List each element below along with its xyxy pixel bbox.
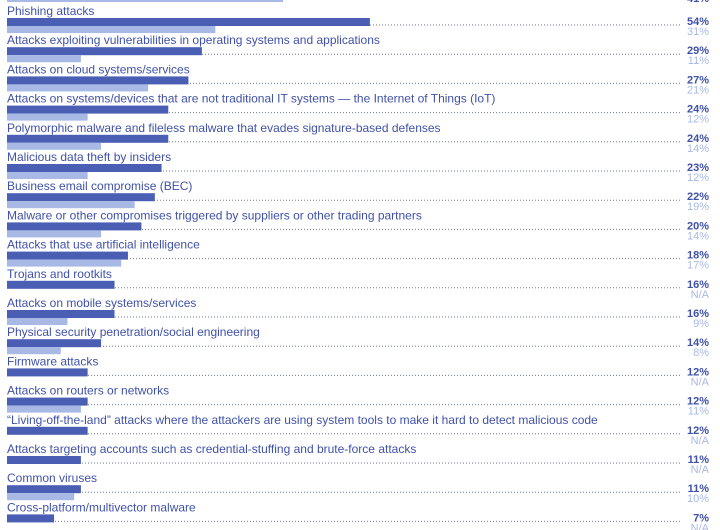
bar-secondary (7, 55, 81, 63)
category-label: “Living-off-the-land” attacks where the … (7, 413, 598, 427)
value-label-primary: 27% (687, 74, 709, 86)
bar-primary (7, 485, 81, 494)
value-label-secondary: 11% (688, 55, 709, 67)
value-label-secondary: 17% (687, 260, 709, 272)
value-label-secondary: 14% (687, 230, 709, 242)
value-label-primary: 24% (687, 133, 709, 145)
value-label-primary: 29% (687, 45, 709, 57)
bar-secondary (7, 259, 122, 267)
category-label: Attacks exploiting vulnerabilities in op… (7, 33, 380, 47)
category-label: Business email compromise (BEC) (7, 179, 192, 193)
value-label-primary: 54% (687, 16, 709, 28)
bar-primary (7, 456, 81, 464)
category-label: Physical security penetration/social eng… (7, 325, 260, 339)
value-label-primary: 24% (687, 104, 709, 116)
category-label: Attacks that use artificial intelligence (7, 238, 200, 252)
bar-secondary (7, 172, 88, 179)
bar-secondary (7, 318, 68, 325)
value-label-primary: 22% (687, 191, 709, 203)
value-label-secondary: 8% (693, 347, 709, 359)
value-label-primary: 11% (688, 454, 710, 466)
value-label-primary: 20% (687, 220, 709, 232)
bar-primary (7, 514, 55, 523)
value-label-secondary: 14% (687, 143, 709, 155)
value-label-primary: 18% (687, 250, 709, 262)
value-label-primary: 11% (688, 483, 710, 495)
category-label: Malware or other compromises triggered b… (7, 208, 422, 222)
value-label-primary: 12% (687, 366, 709, 378)
bar-primary (7, 18, 370, 26)
value-label-secondary: 10% (687, 493, 709, 505)
category-label: Attacks targeting accounts such as crede… (7, 442, 416, 456)
bar-primary (7, 105, 169, 114)
value-label-secondary: 12% (687, 114, 709, 126)
value-label-secondary: 31% (687, 26, 709, 38)
bar-secondary (7, 201, 135, 209)
value-label-secondary: 21% (687, 84, 709, 96)
value-label-secondary: N/A (691, 522, 710, 530)
value-label-secondary: N/A (691, 464, 710, 476)
value-label-primary: 14% (687, 337, 709, 349)
category-label: Phishing attacks (7, 4, 94, 18)
value-label-secondary: N/A (691, 435, 710, 447)
bar-primary (7, 164, 162, 172)
bar-primary (7, 193, 155, 202)
category-label: Malicious data theft by insiders (7, 150, 171, 164)
bar-primary (7, 339, 102, 348)
category-label: Polymorphic malware and fileless malware… (7, 121, 441, 135)
bar-secondary (7, 493, 75, 501)
bar-secondary (7, 142, 102, 150)
partial-bar-secondary (7, 0, 283, 2)
bar-primary (7, 222, 142, 231)
bar-secondary (7, 230, 102, 238)
value-label-secondary: 11% (688, 406, 709, 418)
category-label: Attacks on routers or networks (7, 384, 169, 398)
bar-secondary (7, 347, 61, 355)
bar-primary (7, 47, 202, 56)
category-label: Trojans and rootkits (7, 267, 112, 281)
bar-secondary (7, 405, 81, 413)
bar-primary (7, 251, 128, 260)
partial-value-label: 41% (687, 0, 709, 5)
bar-primary (7, 280, 115, 289)
value-label-secondary: N/A (691, 376, 710, 388)
bar-primary (7, 368, 88, 377)
bar-primary (7, 397, 88, 406)
value-label-primary: 23% (687, 162, 709, 174)
bar-secondary (7, 84, 149, 92)
bar-primary (7, 426, 88, 435)
value-label-primary: 12% (687, 396, 709, 408)
category-label: Firmware attacks (7, 354, 98, 368)
value-label-primary: 12% (687, 425, 709, 437)
category-label: Attacks on cloud systems/services (7, 62, 190, 76)
value-label-secondary: 12% (687, 172, 709, 184)
bar-secondary (7, 113, 88, 121)
value-label-secondary: 9% (693, 318, 709, 330)
value-label-primary: 16% (687, 279, 709, 291)
value-label-primary: 7% (693, 512, 709, 524)
category-label: Common viruses (7, 471, 97, 485)
bar-secondary (7, 26, 216, 33)
value-label-secondary: N/A (691, 289, 710, 301)
bar-primary (7, 310, 115, 318)
value-label-primary: 16% (687, 308, 709, 320)
category-label: Attacks on mobile systems/services (7, 296, 196, 310)
bar-primary (7, 134, 169, 143)
bar-primary (7, 76, 189, 85)
category-label: Cross-platform/multivector malware (7, 500, 196, 514)
category-label: Attacks on systems/devices that are not … (7, 92, 495, 106)
value-label-secondary: 19% (687, 201, 709, 213)
